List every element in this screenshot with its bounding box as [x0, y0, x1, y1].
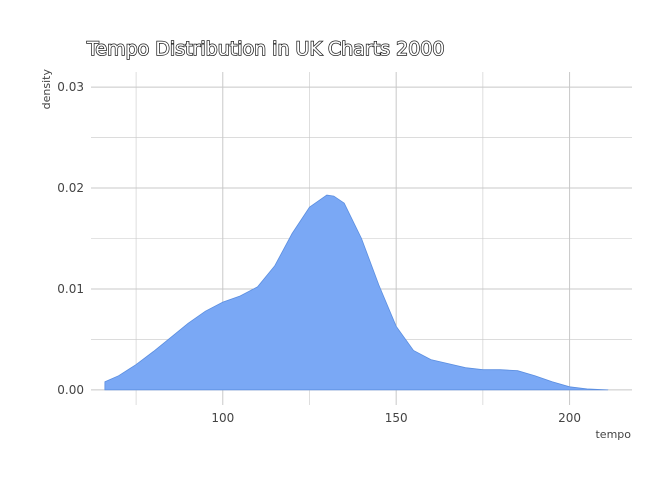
y-tick-label: 0.01 — [57, 282, 84, 296]
y-tick-label: 0.00 — [57, 383, 84, 397]
density-area-group — [104, 194, 609, 391]
density-area — [104, 194, 609, 391]
x-tick-label: 100 — [211, 411, 234, 425]
tick-labels: 100 150 200 0.00 0.01 0.02 0.03 — [57, 80, 581, 425]
y-axis-title: density — [40, 69, 53, 110]
y-tick-label: 0.03 — [57, 80, 84, 94]
y-tick-label: 0.02 — [57, 181, 84, 195]
x-tick-label: 150 — [385, 411, 408, 425]
x-axis-title: tempo — [595, 428, 631, 441]
chart-title: Tempo Distribution in UK Charts 2000 — [86, 38, 444, 60]
x-tick-label: 200 — [558, 411, 581, 425]
